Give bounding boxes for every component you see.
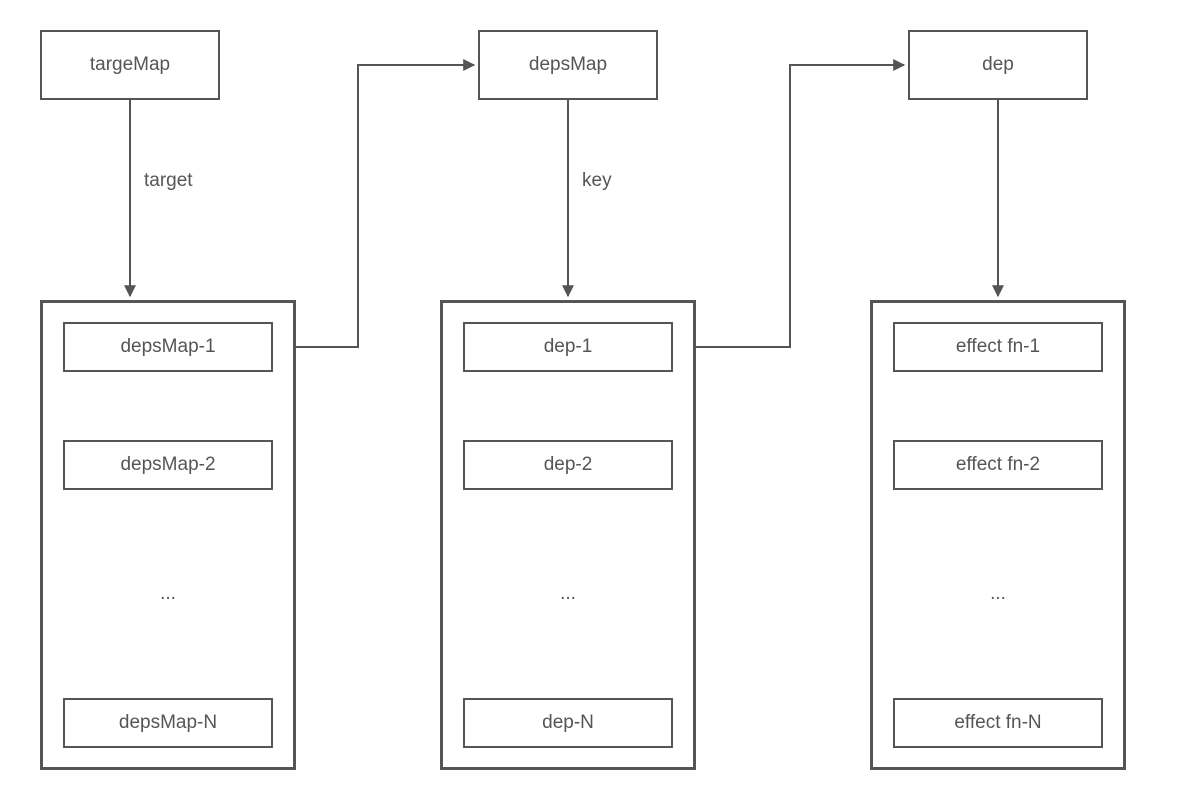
- deps-map-item-3: dep-N: [463, 698, 673, 748]
- edge-label-deps-map: key: [582, 170, 612, 192]
- dep-top-box: dep: [908, 30, 1088, 100]
- target-map-item-3: depsMap-N: [63, 698, 273, 748]
- dep-item-0: effect fn-1: [893, 322, 1103, 372]
- deps-map-item-1: dep-2: [463, 440, 673, 490]
- deps-map-item-0: dep-1: [463, 322, 673, 372]
- target-map-item-1: depsMap-2: [63, 440, 273, 490]
- target-map-item-ellipsis: ...: [63, 580, 273, 608]
- diagram-canvas: targeMap depsMap-1 depsMap-2... depsMap-N de…: [0, 0, 1178, 786]
- dep-item-3: effect fn-N: [893, 698, 1103, 748]
- dep-item-ellipsis: ...: [893, 580, 1103, 608]
- target-map-top-box: targeMap: [40, 30, 220, 100]
- target-map-item-0: depsMap-1: [63, 322, 273, 372]
- deps-map-item-ellipsis: ...: [463, 580, 673, 608]
- deps-map-top-box: depsMap: [478, 30, 658, 100]
- edge-label-target-map: target: [144, 170, 193, 192]
- dep-item-1: effect fn-2: [893, 440, 1103, 490]
